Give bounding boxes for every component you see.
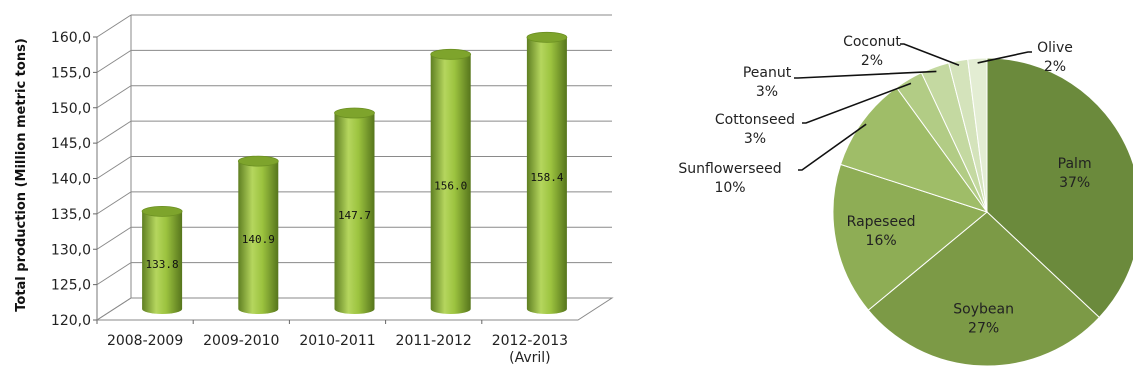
leader-line-coconut: [900, 43, 960, 67]
y-tick-label: 135,0: [51, 207, 91, 223]
left-wall-gridline: [96, 191, 132, 215]
pie-label-soybean: Soybean: [953, 302, 1014, 318]
leader-line-sunflowerseed: [798, 123, 867, 171]
chart-floor: [95, 297, 614, 321]
bar-body: [142, 211, 183, 314]
left-wall-gridline: [96, 262, 132, 286]
leader-line-olive: [977, 51, 1032, 64]
leader-line-cottonseed: [802, 82, 912, 124]
y-tick-label: 120,0: [51, 313, 91, 329]
bar-body: [526, 37, 567, 314]
left-wall-gridline: [96, 120, 132, 144]
y-tick-label: 160,0: [51, 30, 91, 46]
bar-3: 147.7: [334, 107, 375, 315]
pie-label-coconut: Coconut: [843, 34, 901, 50]
bar-top: [430, 48, 472, 60]
bar-data-label: 158.4: [530, 171, 563, 184]
pie-label-peanut: Peanut: [743, 65, 792, 81]
pie-label-palm: Palm: [1058, 156, 1092, 172]
oil-share-pie-chart: Palm 37% Soybean 27% Rapeseed 16% Sunflowersee…: [678, 34, 1133, 367]
pie-slice-rapeseed: [832, 163, 989, 311]
bar-data-label: 156.0: [434, 180, 467, 193]
pie-percent-peanut: 3%: [756, 84, 778, 100]
bar-data-label: 147.7: [338, 209, 371, 222]
production-bar-chart: 120,0 125,0 130,0 135,0 140,0 145,0 150,0 155,0…: [14, 14, 614, 366]
bar-top: [526, 31, 568, 43]
x-category-label: 2011-2012: [396, 333, 472, 349]
pie-slice-olive: [967, 57, 988, 213]
bar-1: 133.8: [141, 205, 183, 314]
left-wall-gridline: [96, 226, 132, 250]
bar-2: 140.9: [237, 155, 279, 314]
bar-5: 158.4: [526, 31, 568, 314]
x-category-label: 2010-2011: [299, 333, 375, 349]
bar-data-label: 133.8: [146, 258, 179, 271]
pie-percent-olive: 2%: [1044, 59, 1066, 75]
leader-line-peanut: [794, 70, 937, 79]
x-category-label: 2008-2009: [107, 333, 183, 349]
y-tick-label: 145,0: [51, 136, 91, 152]
y-tick-label: 140,0: [51, 172, 91, 188]
pie-label-sunflowerseed: Sunflowerseed: [678, 161, 781, 177]
y-tick-label: 150,0: [51, 101, 91, 117]
pie-slice-soybean: [867, 211, 1100, 367]
bar-body: [430, 54, 471, 315]
y-tick-label: 155,0: [51, 65, 91, 81]
bar-body: [334, 113, 375, 315]
left-wall-gridline: [96, 85, 132, 109]
pie-label-cottonseed: Cottonseed: [715, 112, 795, 128]
pie-label-rapeseed: Rapeseed: [847, 214, 916, 230]
bar-data-label: 140.9: [242, 233, 275, 246]
bar-4: 156.0: [430, 48, 472, 315]
left-wall-gridline: [96, 156, 132, 179]
x-category-label: 2012-2013: [492, 333, 568, 349]
bar-body: [238, 161, 279, 314]
left-wall-gridline: [96, 14, 132, 38]
pie-percent-rapeseed: 16%: [866, 233, 897, 249]
bar-top: [141, 205, 183, 217]
pie-percent-soybean: 27%: [968, 321, 999, 337]
y-axis-title: Total production (Million metric tons): [14, 38, 29, 312]
pie-percent-sunflowerseed: 10%: [714, 180, 745, 196]
x-category-label: 2009-2010: [203, 333, 279, 349]
x-category-sublabel: (Avril): [509, 350, 551, 366]
pie-percent-palm: 37%: [1059, 175, 1090, 191]
bar-top: [237, 155, 279, 167]
bar-top: [334, 107, 375, 119]
pie-percent-coconut: 2%: [861, 53, 883, 69]
y-tick-label: 130,0: [51, 242, 91, 258]
left-wall-gridline: [96, 49, 132, 73]
pie-slice-palm: [986, 57, 1133, 319]
pie-label-olive: Olive: [1037, 40, 1073, 56]
y-tick-label: 125,0: [51, 278, 91, 294]
pie-percent-cottonseed: 3%: [744, 131, 766, 147]
